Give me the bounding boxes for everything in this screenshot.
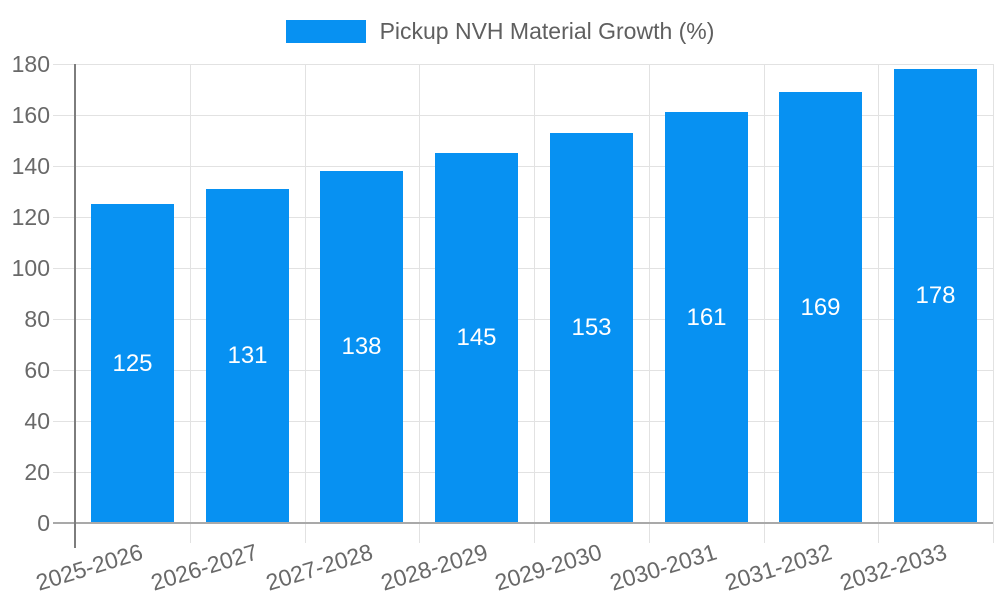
y-tick-label: 140 — [11, 153, 50, 179]
y-gridline — [53, 370, 993, 371]
bar-value-label: 153 — [571, 314, 612, 341]
y-tick-label: 40 — [24, 408, 50, 434]
bar[interactable] — [435, 153, 518, 523]
bar[interactable] — [665, 112, 748, 523]
x-axis-line — [53, 522, 993, 524]
x-gridline — [878, 64, 879, 543]
bar-value-label: 161 — [686, 304, 727, 331]
bar-value-label: 138 — [341, 333, 382, 360]
bar-value-label: 169 — [800, 294, 841, 321]
bar[interactable] — [550, 133, 633, 523]
y-axis-line — [74, 64, 76, 548]
bar-value-label: 125 — [112, 350, 153, 377]
x-gridline — [534, 64, 535, 543]
x-gridline — [993, 64, 994, 543]
x-gridline — [305, 64, 306, 543]
y-gridline — [53, 115, 993, 116]
bar-value-label: 145 — [456, 324, 497, 351]
legend-label: Pickup NVH Material Growth (%) — [379, 17, 715, 44]
y-tick-label: 20 — [24, 459, 50, 485]
y-gridline — [53, 319, 993, 320]
x-gridline — [764, 64, 765, 543]
y-tick-label: 100 — [11, 255, 50, 281]
bar[interactable] — [206, 189, 289, 523]
bar[interactable] — [894, 69, 977, 523]
x-gridline — [190, 64, 191, 543]
y-tick-label: 120 — [11, 204, 50, 230]
x-gridline — [649, 64, 650, 543]
y-gridline — [53, 166, 993, 167]
bar[interactable] — [91, 204, 174, 523]
y-tick-label: 80 — [24, 306, 50, 332]
y-tick-label: 180 — [11, 51, 50, 77]
y-tick-label: 160 — [11, 102, 50, 128]
chart-legend[interactable]: Pickup NVH Material Growth (%) — [0, 16, 1000, 46]
legend-swatch — [285, 19, 366, 43]
bar-value-label: 131 — [227, 342, 268, 369]
y-tick-label: 60 — [24, 357, 50, 383]
bar-value-label: 178 — [915, 282, 956, 309]
bar[interactable] — [320, 171, 403, 523]
y-gridline — [53, 472, 993, 473]
x-gridline — [419, 64, 420, 543]
y-gridline — [53, 64, 993, 65]
y-gridline — [53, 421, 993, 422]
bar[interactable] — [779, 92, 862, 523]
y-gridline — [53, 217, 993, 218]
y-tick-label: 0 — [37, 510, 50, 536]
y-gridline — [53, 268, 993, 269]
